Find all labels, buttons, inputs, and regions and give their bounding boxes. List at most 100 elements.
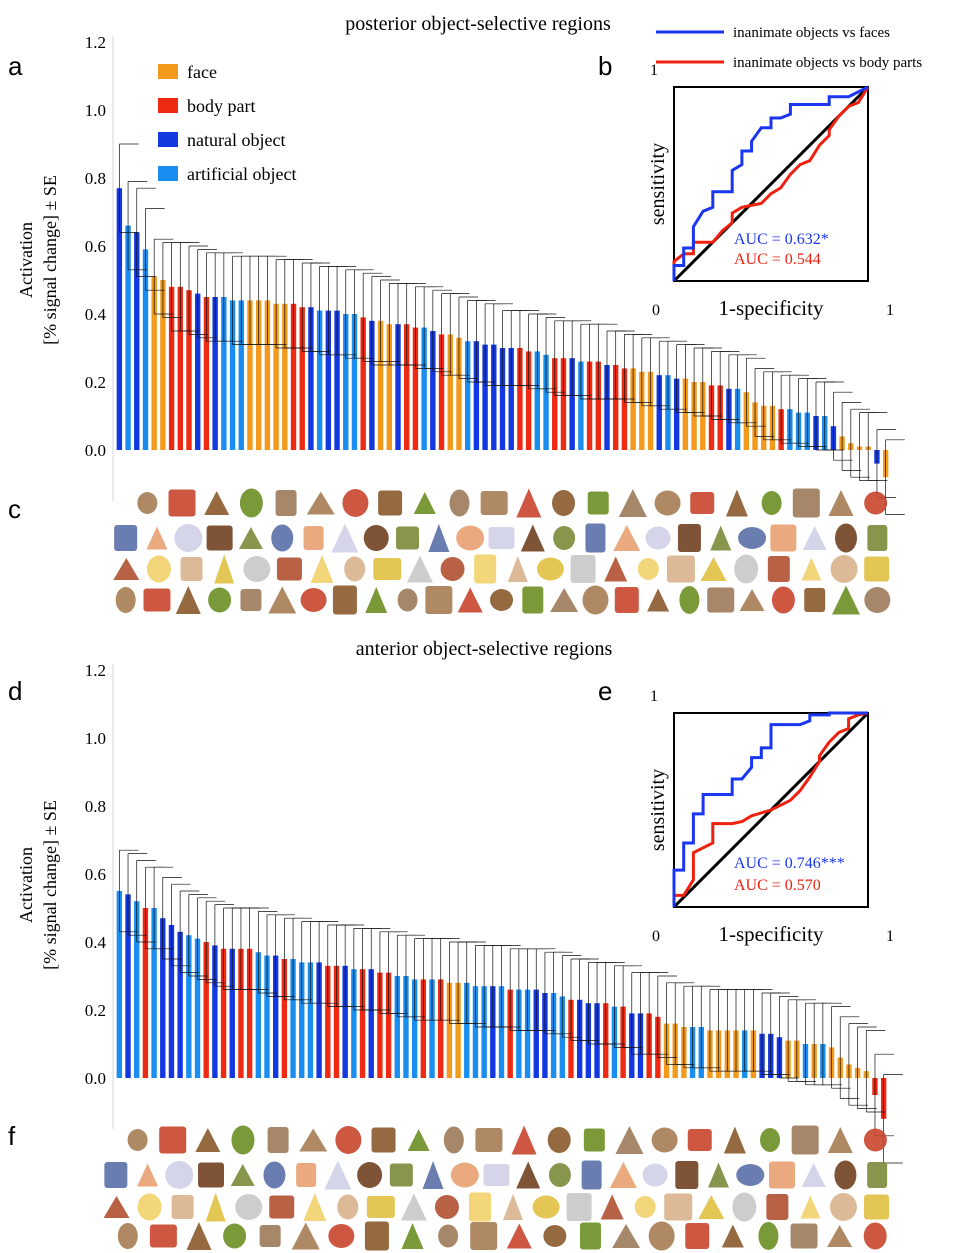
eggplant-icon: [306, 491, 335, 515]
y-tick-label: 1.0: [85, 729, 106, 748]
zebra-icon: [791, 1125, 819, 1155]
bar: [212, 945, 218, 1078]
y-tick-label: 0.6: [85, 865, 106, 884]
zebra-icon: [365, 587, 388, 613]
monkey-icon: [645, 526, 671, 550]
phone-icon: [269, 1195, 295, 1219]
bar: [473, 341, 480, 450]
bar: [516, 989, 522, 1078]
bar: [490, 986, 496, 1078]
bar: [264, 955, 270, 1078]
hammer-icon: [303, 1193, 327, 1221]
umbrella-icon: [235, 1194, 263, 1220]
bar-chart-anterior: [116, 849, 903, 1164]
bar: [455, 982, 461, 1078]
goat-icon: [758, 1222, 779, 1250]
monkey-icon: [829, 1193, 857, 1221]
tomato-icon: [615, 1126, 644, 1154]
ear-icon: [550, 588, 579, 612]
hand-icon: [547, 1127, 571, 1153]
bar: [481, 986, 487, 1078]
monkey-icon: [449, 489, 470, 517]
eggplant-icon: [520, 524, 545, 552]
bar: [221, 297, 227, 450]
legend-swatch-face: [158, 64, 178, 79]
bar: [168, 286, 175, 450]
face-icon: [634, 1196, 656, 1218]
snake-icon: [582, 585, 609, 615]
ear-icon: [612, 1224, 641, 1248]
pinecone-icon: [690, 492, 715, 514]
pinecone-icon: [291, 1222, 320, 1250]
tomato-icon: [802, 526, 827, 550]
hammer-icon: [146, 526, 168, 550]
key-icon: [614, 587, 639, 613]
bar: [203, 297, 210, 450]
bar: [682, 378, 689, 450]
category-legend: face body part natural object artificial…: [158, 62, 296, 184]
elephant-icon: [566, 1193, 592, 1221]
sign-icon: [378, 490, 403, 516]
bar: [299, 307, 305, 450]
gun-icon: [828, 490, 854, 516]
bar: [429, 979, 435, 1078]
bar: [673, 378, 680, 450]
roc-ylabel: sensitivity: [647, 143, 669, 225]
bar: [491, 344, 497, 450]
kiwi-icon: [240, 589, 262, 611]
roc-xtick-1: 1: [886, 928, 894, 945]
bar: [238, 300, 244, 450]
legend-natural-object: natural object: [187, 130, 285, 150]
bar: [560, 358, 567, 450]
key-icon: [434, 1195, 459, 1219]
bar: [595, 361, 601, 450]
bar: [552, 358, 558, 450]
hand-icon: [738, 527, 767, 549]
pliers-icon: [604, 556, 628, 582]
face-icon: [804, 588, 826, 612]
goat-icon: [503, 1194, 524, 1220]
bar: [229, 300, 236, 450]
hammer-icon: [310, 555, 334, 583]
legend-face: face: [187, 62, 217, 82]
bar: [517, 348, 523, 450]
roc-legend-body: inanimate objects vs body parts: [733, 55, 922, 71]
hammer-icon: [137, 1163, 159, 1187]
tree-icon: [117, 1223, 138, 1249]
stimulus-strip-f: [103, 1125, 889, 1251]
key-icon: [263, 1161, 286, 1189]
bar: [412, 327, 419, 450]
sign-icon: [371, 1127, 396, 1153]
roc-xtick-0: 0: [652, 928, 660, 945]
chair-icon: [647, 588, 670, 612]
carrot-icon: [335, 1126, 362, 1154]
bar: [377, 320, 384, 450]
giraffe-icon: [137, 1193, 162, 1221]
pliers-icon: [428, 524, 450, 552]
roc-xlabel: 1-specificity: [719, 922, 824, 946]
title-posterior: posterior object-selective regions: [345, 13, 611, 35]
carrot-icon: [732, 1192, 757, 1222]
legend-swatch-artificial-object: [158, 166, 178, 181]
ear-icon: [206, 525, 233, 551]
bar: [220, 948, 227, 1078]
bulb-icon: [522, 586, 544, 614]
bar: [308, 307, 314, 450]
hand-icon: [143, 588, 171, 612]
plant-icon: [864, 556, 890, 582]
cow-icon: [300, 588, 327, 612]
bar: [386, 324, 392, 450]
bar: [333, 965, 340, 1078]
sign-icon: [766, 1194, 789, 1220]
carrot-icon: [734, 554, 759, 584]
bar: [438, 979, 444, 1078]
roc-curve-body: [672, 711, 869, 907]
bar: [639, 371, 645, 450]
umbrella-icon: [863, 1128, 887, 1152]
bar: [498, 986, 505, 1078]
pear-icon: [186, 1222, 212, 1250]
bar: [499, 348, 506, 450]
camel-icon: [609, 1162, 637, 1188]
pear-icon: [583, 1128, 605, 1152]
bar: [247, 300, 253, 450]
